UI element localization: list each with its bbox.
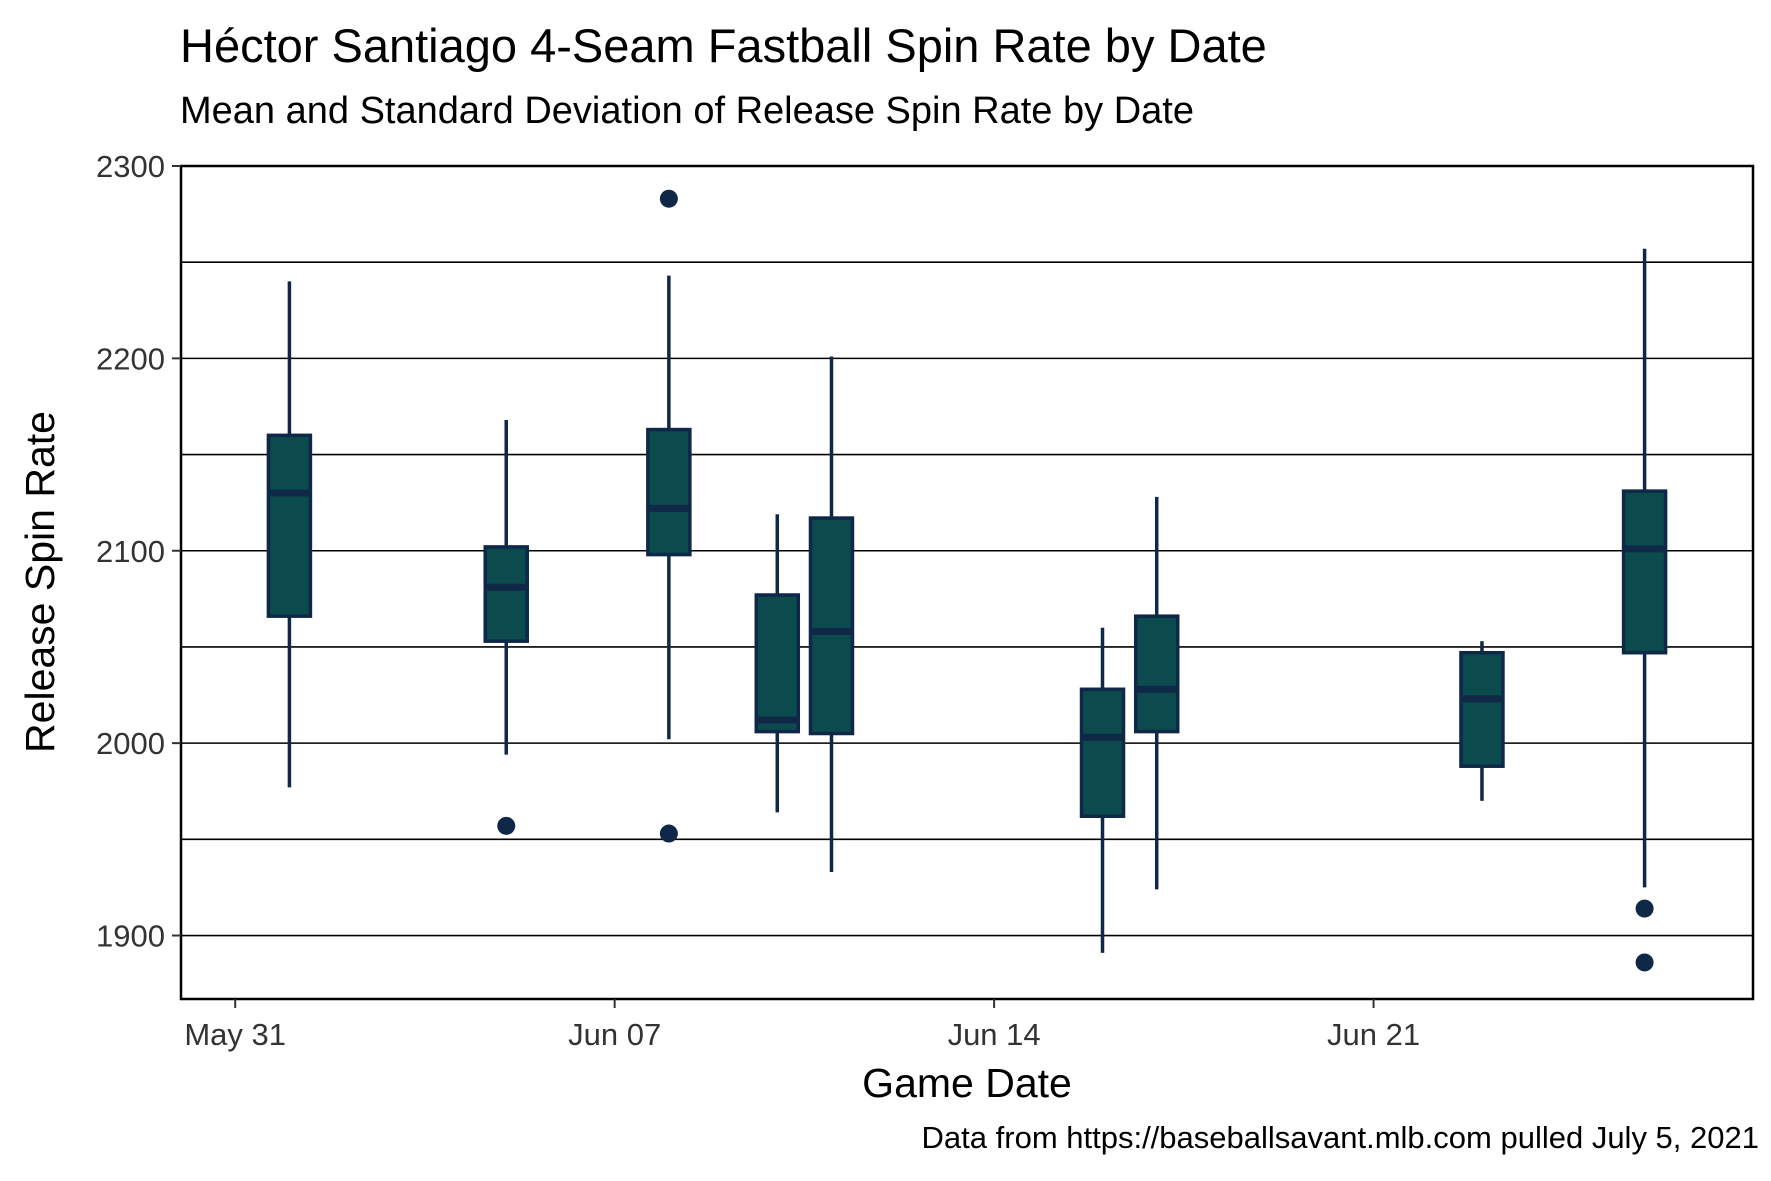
x-axis-title: Game Date [862, 1060, 1072, 1106]
y-tick-label: 2000 [96, 726, 165, 761]
chart-title: Héctor Santiago 4-Seam Fastball Spin Rat… [180, 19, 1267, 72]
y-tick-label: 1900 [96, 919, 165, 954]
box-iqr [1621, 489, 1668, 655]
box-2021-06-08 [646, 189, 692, 843]
box-plot-series [266, 189, 1668, 972]
box-iqr [646, 427, 692, 557]
outlier-point [1635, 953, 1654, 972]
box-iqr [754, 593, 801, 734]
box-2021-06-16 [1079, 627, 1126, 953]
box-2021-06-10 [754, 514, 801, 813]
x-tick-label: Jun 07 [568, 1017, 661, 1052]
box-2021-06-05 [483, 419, 529, 835]
box-iqr [1079, 687, 1126, 818]
box-2021-06-01 [266, 281, 313, 788]
outlier-point [659, 189, 678, 208]
box-2021-06-17 [1133, 496, 1180, 890]
grid-lines [181, 165, 1753, 937]
chart-subtitle: Mean and Standard Deviation of Release S… [180, 90, 1194, 132]
box-iqr [1133, 614, 1180, 734]
outlier-point [659, 824, 678, 843]
y-axis-title: Release Spin Rate [17, 411, 63, 753]
box-iqr [1459, 650, 1505, 768]
box-2021-06-26 [1621, 248, 1668, 972]
plot-panel-border [179, 164, 1755, 1001]
box-iqr [483, 545, 529, 643]
axes: 1900 2000 2100 2200 2300 May 31 Jun 07 Jun 14 Ju… [96, 149, 1420, 1052]
box-iqr [808, 516, 855, 736]
outlier-point [497, 816, 516, 835]
box-iqr [266, 433, 313, 618]
x-tick-label: Jun 14 [948, 1017, 1041, 1052]
chart-caption: Data from https://baseballsavant.mlb.com… [921, 1120, 1759, 1155]
x-tick-label: Jun 21 [1327, 1017, 1420, 1052]
y-tick-label: 2200 [96, 341, 165, 376]
x-tick-label: May 31 [184, 1017, 286, 1052]
box-2021-06-23 [1459, 641, 1505, 801]
outlier-point [1635, 899, 1654, 918]
y-tick-label: 2300 [96, 149, 165, 184]
y-tick-label: 2100 [96, 534, 165, 569]
box-2021-06-11 [808, 356, 855, 873]
